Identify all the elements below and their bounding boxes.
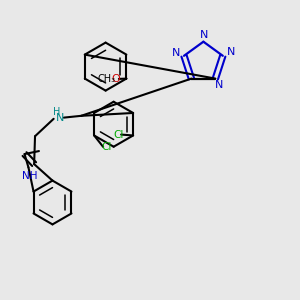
Text: N: N	[215, 80, 223, 90]
Text: NH: NH	[22, 171, 38, 182]
Text: O: O	[112, 74, 121, 84]
Text: H: H	[52, 107, 60, 117]
Text: Cl: Cl	[101, 142, 111, 152]
Text: N: N	[56, 112, 64, 123]
Text: CH₃: CH₃	[98, 74, 116, 84]
Text: N: N	[227, 47, 236, 57]
Text: N: N	[200, 30, 208, 40]
Text: Cl: Cl	[113, 130, 124, 140]
Text: N: N	[172, 48, 181, 58]
